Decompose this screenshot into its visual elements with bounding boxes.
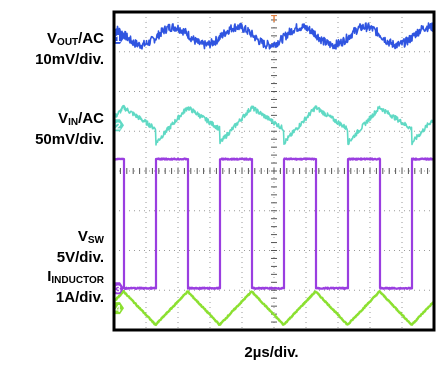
svg-text:2: 2 [115, 121, 121, 132]
channel-markers: 1 2 3 4 [114, 31, 124, 315]
channel-marker-1: 1 [114, 31, 124, 45]
vin-scale: 50mV/div. [35, 131, 104, 148]
svg-text:1: 1 [115, 34, 121, 45]
trace-vin/ac [113, 104, 435, 146]
trace-vout/ac [113, 22, 435, 50]
vin-label: VIN/AC 50mV/div. [4, 110, 104, 148]
svg-text:3: 3 [115, 284, 121, 295]
scope-grid [113, 11, 435, 331]
scope-frame [112, 10, 436, 332]
vout-label: VOUT/AC 10mV/div. [4, 30, 104, 68]
vout-scale: 10mV/div. [35, 51, 104, 68]
vsw-scale: 5V/div. [56, 249, 104, 266]
trace-vsw [113, 157, 435, 290]
channel-marker-4: 4 [114, 302, 124, 315]
scope-traces [112, 22, 435, 327]
x-axis-label: 2µs/div. [244, 344, 299, 361]
vsw-label: VSW 5V/div. [4, 228, 104, 266]
iinductor-label: IINDUCTOR 1A/div. [4, 268, 104, 306]
trace-iinductor [112, 289, 435, 327]
channel-marker-2: 2 [114, 119, 124, 132]
channel-marker-3: 3 [114, 282, 124, 295]
iinductor-scale: 1A/div. [55, 289, 104, 306]
svg-text:4: 4 [115, 304, 121, 315]
trigger-marker: T [271, 14, 277, 25]
